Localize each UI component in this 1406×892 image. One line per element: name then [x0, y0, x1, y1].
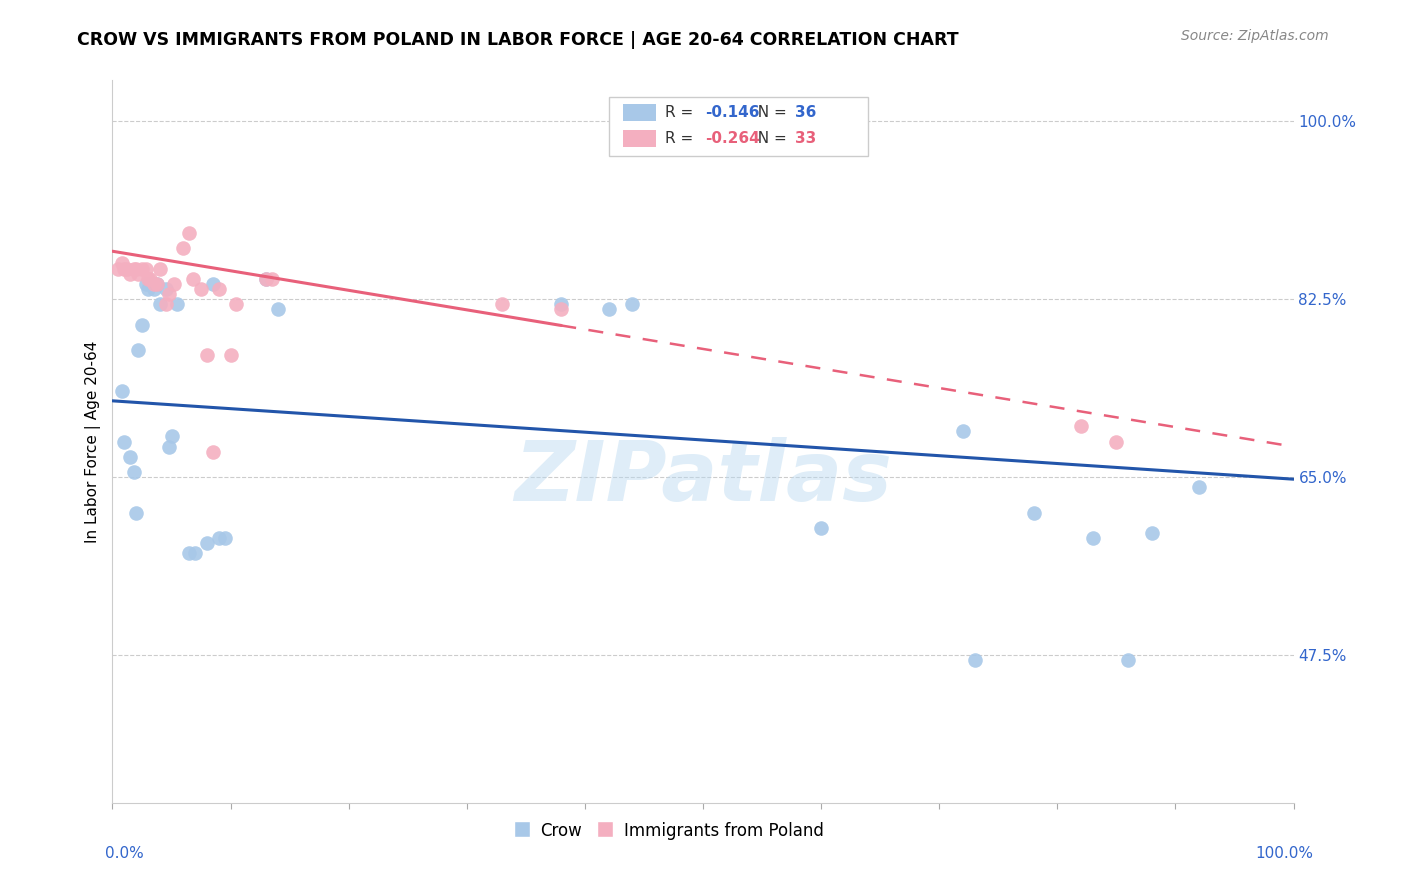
Point [131, 318, 153, 332]
Point [125, 506, 148, 520]
Point [181, 271, 204, 285]
Text: ZIPatlas: ZIPatlas [515, 437, 891, 518]
Point [598, 302, 620, 317]
Point [201, 444, 224, 458]
Point [166, 297, 188, 311]
Point [267, 302, 290, 317]
Point [122, 261, 145, 276]
Point [550, 297, 572, 311]
Point [201, 277, 224, 291]
Point [146, 277, 169, 291]
Point [254, 271, 277, 285]
Point [179, 226, 201, 240]
Point [157, 287, 180, 301]
Point [111, 384, 134, 398]
Point [810, 521, 832, 535]
Point [195, 536, 218, 550]
Point [131, 261, 153, 276]
Text: 100.0%: 100.0% [1256, 846, 1313, 861]
Point [120, 267, 142, 281]
Point [135, 277, 157, 291]
Point [491, 297, 513, 311]
Y-axis label: In Labor Force | Age 20-64: In Labor Force | Age 20-64 [86, 341, 101, 542]
Point [952, 425, 974, 439]
Text: 33: 33 [796, 131, 817, 146]
Text: 0.0%: 0.0% [105, 846, 145, 861]
Point [142, 277, 165, 291]
Point [155, 297, 177, 311]
Text: R =: R = [665, 131, 699, 146]
Point [219, 348, 242, 362]
Point [254, 271, 277, 285]
Point [225, 297, 247, 311]
Text: R =: R = [665, 105, 699, 120]
Text: -0.146: -0.146 [706, 105, 759, 120]
Point [149, 297, 172, 311]
Point [122, 465, 145, 479]
Point [139, 277, 162, 291]
Point [1070, 419, 1092, 434]
Point [155, 282, 177, 296]
Point [195, 348, 218, 362]
Point [135, 261, 157, 276]
Point [136, 282, 159, 296]
Point [1188, 480, 1211, 494]
Text: N =: N = [748, 131, 792, 146]
Point [163, 277, 186, 291]
Point [179, 546, 201, 560]
Point [621, 297, 644, 311]
FancyBboxPatch shape [609, 97, 869, 156]
Point [127, 267, 149, 281]
Point [208, 282, 231, 296]
Point [149, 261, 172, 276]
Legend: Crow, Immigrants from Poland: Crow, Immigrants from Poland [505, 815, 830, 847]
Point [107, 261, 129, 276]
Point [184, 546, 207, 560]
Text: Source: ZipAtlas.com: Source: ZipAtlas.com [1181, 29, 1329, 43]
Text: -0.264: -0.264 [706, 131, 761, 146]
Bar [623, 104, 655, 121]
Point [146, 277, 169, 291]
Text: CROW VS IMMIGRANTS FROM POLAND IN LABOR FORCE | AGE 20-64 CORRELATION CHART: CROW VS IMMIGRANTS FROM POLAND IN LABOR … [77, 31, 959, 49]
Point [136, 271, 159, 285]
Point [1116, 653, 1139, 667]
Point [208, 531, 231, 545]
Point [550, 302, 572, 317]
Point [190, 282, 212, 296]
Point [139, 271, 162, 285]
Point [160, 429, 183, 443]
Text: N =: N = [748, 105, 792, 120]
Point [157, 440, 180, 454]
Point [127, 343, 149, 357]
Point [1140, 526, 1163, 541]
Point [120, 450, 142, 464]
Point [112, 434, 135, 449]
Point [111, 256, 134, 270]
Point [1022, 506, 1045, 520]
Point [963, 653, 986, 667]
Point [1081, 531, 1104, 545]
Point [260, 271, 283, 285]
Point [142, 282, 165, 296]
Point [1105, 434, 1128, 449]
Text: 36: 36 [796, 105, 817, 120]
Point [214, 531, 236, 545]
Point [115, 261, 138, 276]
Bar [623, 130, 655, 147]
Point [172, 241, 194, 255]
Point [112, 261, 135, 276]
Point [125, 261, 148, 276]
